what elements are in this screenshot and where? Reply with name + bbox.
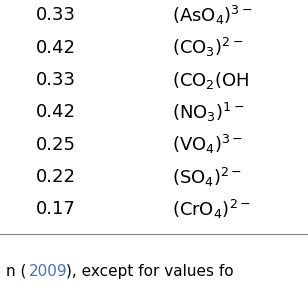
Text: n (: n ( xyxy=(6,264,26,278)
Text: 0.22: 0.22 xyxy=(35,168,75,186)
Text: (NO$_{3}$)$^{1-}$: (NO$_{3}$)$^{1-}$ xyxy=(172,101,245,124)
Text: 0.17: 0.17 xyxy=(35,201,75,218)
Text: (AsO$_{4}$)$^{3-}$: (AsO$_{4}$)$^{3-}$ xyxy=(172,4,253,27)
Text: 0.33: 0.33 xyxy=(35,71,75,89)
Text: ), except for values fo: ), except for values fo xyxy=(66,264,234,278)
Text: 0.33: 0.33 xyxy=(35,6,75,24)
Text: 0.42: 0.42 xyxy=(35,39,75,57)
Text: (CO$_{3}$)$^{2-}$: (CO$_{3}$)$^{2-}$ xyxy=(172,36,244,59)
Text: (SO$_{4}$)$^{2-}$: (SO$_{4}$)$^{2-}$ xyxy=(172,166,243,189)
Text: 0.25: 0.25 xyxy=(35,136,75,154)
Text: 2009: 2009 xyxy=(29,264,68,278)
Text: (CO$_{2}$(OH: (CO$_{2}$(OH xyxy=(172,70,250,91)
Text: 0.42: 0.42 xyxy=(35,103,75,121)
Text: (CrO$_{4}$)$^{2-}$: (CrO$_{4}$)$^{2-}$ xyxy=(172,198,251,221)
Text: (VO$_{4}$)$^{3-}$: (VO$_{4}$)$^{3-}$ xyxy=(172,133,244,156)
